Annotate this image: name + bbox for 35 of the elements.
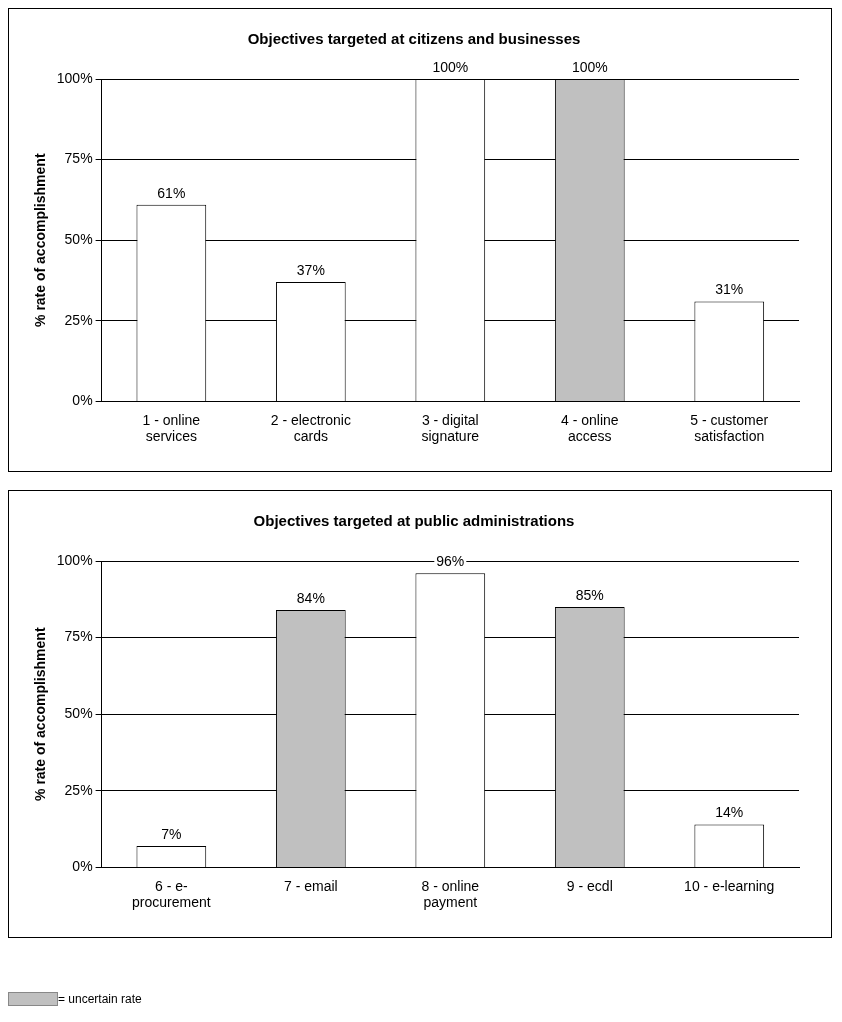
data-label: 37%	[296, 261, 325, 278]
chart-title: Objectives targeted at public administrations	[253, 512, 575, 530]
x-tick-label: 6 - e-procurement	[132, 877, 211, 911]
data-label: 7%	[161, 825, 182, 842]
x-tick-label: 1 - online services	[142, 411, 201, 445]
y-tick-label: 25%	[64, 311, 93, 328]
x-tick-label: 7 - email	[283, 877, 338, 894]
y-tick-label: 75%	[64, 150, 93, 167]
chart-title: Objectives targeted at citizens and businesses	[247, 30, 581, 48]
x-tick-label: 10 - e-learning	[684, 877, 775, 894]
y-tick-label: 100%	[56, 551, 93, 568]
data-label: 100%	[571, 58, 608, 75]
x-tick-label: 9 - ecdl	[566, 877, 613, 894]
y-tick-label: 25%	[64, 781, 93, 798]
x-tick-label: 8 - online payment	[421, 877, 480, 911]
data-label: 84%	[296, 589, 325, 606]
x-tick-label: 4 - online access	[560, 411, 619, 445]
data-label: 100%	[432, 58, 469, 75]
data-label: 31%	[715, 281, 744, 298]
y-tick-label: 50%	[64, 705, 93, 722]
x-tick-label: 5 - customer satisfaction	[690, 411, 769, 445]
y-tick-label: 100%	[56, 69, 93, 86]
data-label: 85%	[575, 586, 604, 603]
text: = uncertain rate	[58, 992, 142, 1006]
x-tick-label: 2 - electronic cards	[270, 411, 351, 445]
data-label: 14%	[715, 804, 744, 821]
y-axis-title: % rate of accomplishment	[32, 153, 49, 327]
y-tick-label: 0%	[72, 392, 93, 409]
y-axis-title: % rate of accomplishment	[32, 627, 49, 801]
x-tick-label: 3 - digital signature	[421, 411, 480, 445]
data-label: 96%	[436, 553, 465, 570]
y-tick-label: 0%	[72, 858, 93, 875]
y-tick-label: 75%	[64, 628, 93, 645]
data-label: 61%	[157, 184, 186, 201]
y-tick-label: 50%	[64, 231, 93, 248]
